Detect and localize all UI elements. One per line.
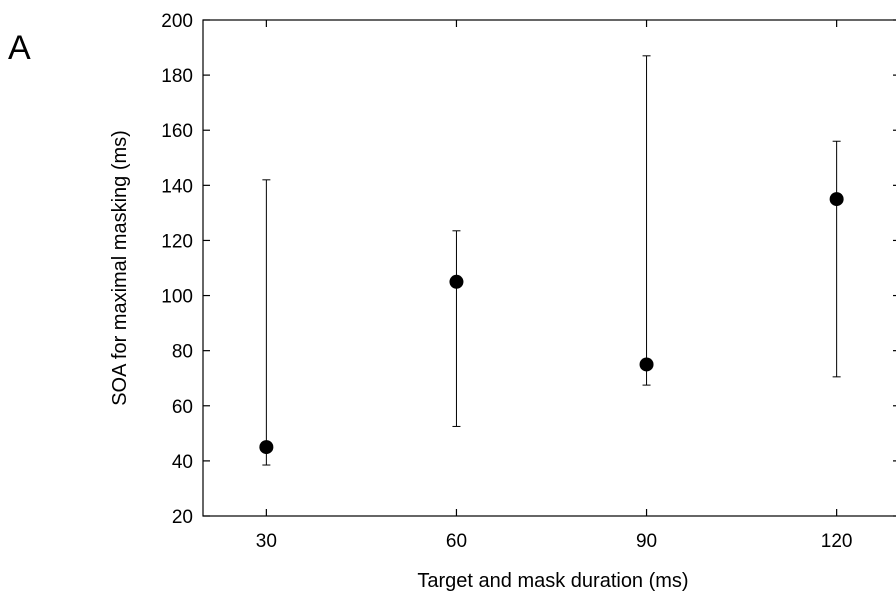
y-tick-label: 120: [161, 231, 193, 252]
error-bar: [642, 55, 651, 386]
x-axis: 30 60 90 120: [256, 20, 853, 552]
plot-frame: [202, 19, 896, 517]
y-axis-title: SOA for maximal masking (ms): [109, 130, 131, 406]
x-tick-label: 120: [821, 531, 853, 552]
x-tick-label: 90: [636, 531, 657, 552]
data-points: [259, 192, 844, 455]
y-tick-label: 200: [161, 11, 193, 32]
y-tick-label: 100: [161, 287, 193, 308]
error-bar: [452, 230, 461, 427]
data-point: [639, 357, 654, 372]
y-tick-label: 40: [172, 452, 193, 473]
x-axis-title: Target and mask duration (ms): [417, 570, 688, 592]
y-axis: 20 40 60 80 100 120 140 160 180 200: [161, 11, 896, 528]
error-bar: [832, 140, 841, 378]
x-tick-label: 30: [256, 531, 277, 552]
y-tick-label: 160: [161, 121, 193, 142]
data-point: [259, 440, 274, 455]
x-tick-label: 60: [446, 531, 467, 552]
y-tick-label: 20: [172, 507, 193, 528]
data-point: [449, 274, 464, 289]
error-bars: [262, 55, 841, 466]
data-point: [829, 192, 844, 207]
y-tick-label: 80: [172, 342, 193, 363]
panel-label: A: [8, 29, 31, 67]
error-bar: [262, 179, 271, 466]
y-tick-label: 140: [161, 176, 193, 197]
y-tick-label: 180: [161, 66, 193, 87]
y-tick-label: 60: [172, 397, 193, 418]
